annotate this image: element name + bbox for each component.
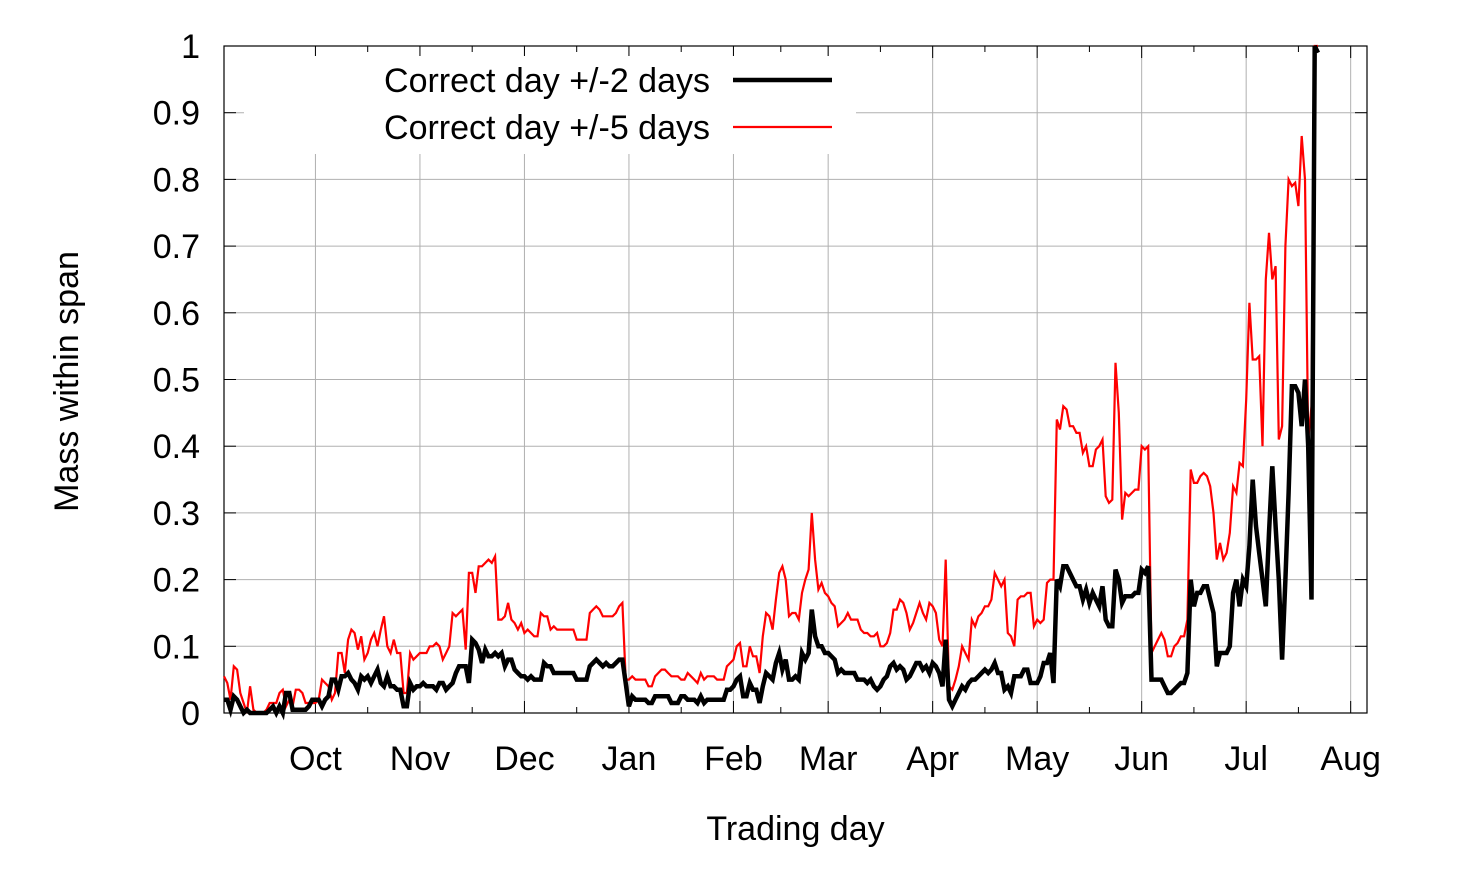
series-line-2 [223, 44, 1318, 715]
x-tick-label: Jul [1224, 740, 1267, 778]
x-tick-label: Mar [799, 740, 858, 778]
y-axis-tick-labels: 0 0.1 0.2 0.3 0.4 0.5 0.6 0.7 0.8 0.9 1 [153, 28, 200, 733]
legend: Correct day +/-2 days Correct day +/-5 da… [244, 56, 856, 154]
axis-ticks [224, 45, 1367, 714]
x-tick-label: Apr [906, 740, 959, 778]
y-tick-label: 0.3 [153, 495, 200, 533]
legend-label-1: Correct day +/-2 days [384, 62, 710, 100]
x-axis-tick-labels: Oct Nov Dec Jan Feb Mar Apr May Jun Jul Aug [289, 740, 1381, 778]
y-tick-label: 0.8 [153, 161, 200, 199]
series-line-1 [224, 45, 1321, 721]
y-tick-label: 0.4 [153, 428, 200, 466]
x-tick-label: Dec [494, 740, 554, 778]
y-tick-label: 0.7 [153, 228, 200, 266]
x-tick-label: Jan [602, 740, 657, 778]
y-tick-label: 0.9 [153, 95, 200, 133]
y-tick-label: 0.5 [153, 362, 200, 400]
legend-label-2: Correct day +/-5 days [384, 109, 710, 147]
y-tick-label: 0.1 [153, 628, 200, 666]
series-lines [223, 44, 1321, 721]
x-axis-title: Trading day [706, 810, 884, 848]
x-tick-label: Aug [1320, 740, 1381, 778]
y-tick-label: 1 [181, 28, 200, 66]
x-tick-label: May [1005, 740, 1069, 778]
legend-background [244, 56, 856, 154]
y-tick-label: 0.2 [153, 562, 200, 600]
x-tick-label: Feb [704, 740, 763, 778]
y-axis-title: Mass within span [48, 251, 86, 512]
grid-lines [224, 46, 1367, 713]
x-tick-label: Nov [390, 740, 450, 778]
y-tick-label: 0 [181, 695, 200, 733]
y-tick-label: 0.6 [153, 295, 200, 333]
x-tick-label: Oct [289, 740, 342, 778]
x-tick-label: Jun [1114, 740, 1169, 778]
